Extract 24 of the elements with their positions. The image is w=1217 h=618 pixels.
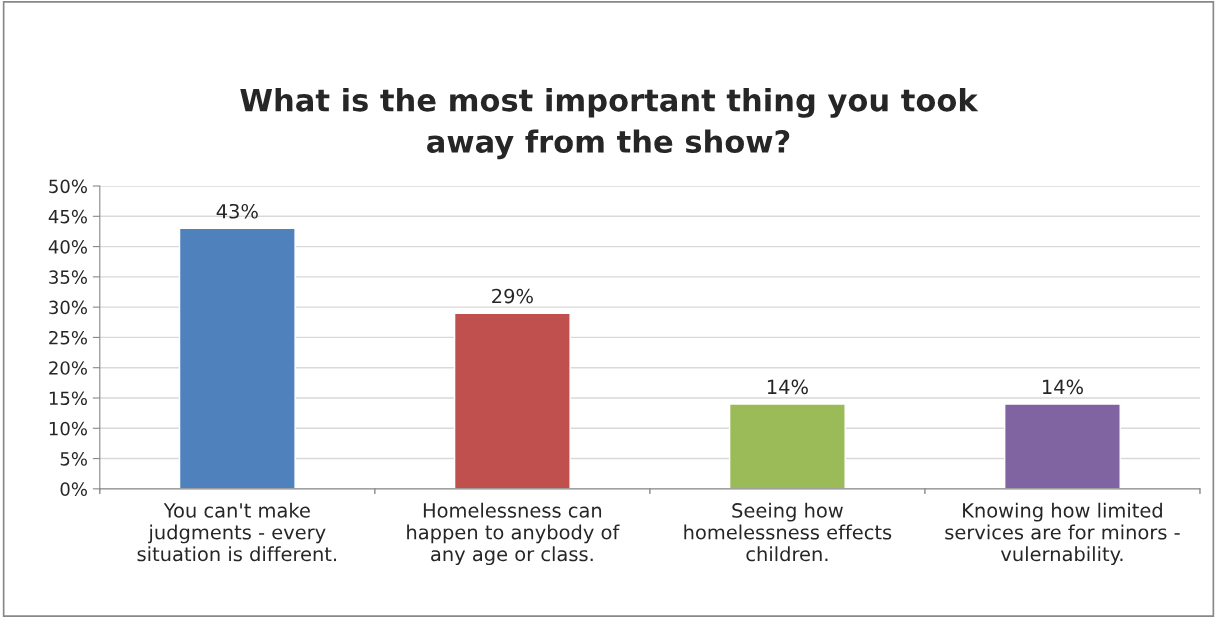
data-label: 14% <box>767 379 808 395</box>
x-tick-label: You can't make judgments - every situation is different. <box>137 502 337 562</box>
data-label: 29% <box>492 288 533 304</box>
data-label: 14% <box>1042 379 1083 395</box>
bar <box>178 227 296 489</box>
y-tick-label: 50% <box>49 179 87 194</box>
y-tick-label: 15% <box>49 391 87 406</box>
bar <box>453 312 571 489</box>
y-tick-label: 5% <box>60 452 87 466</box>
y-tick-label: 40% <box>48 240 87 254</box>
data-label: 43% <box>216 203 258 219</box>
y-tick-label: 35% <box>49 270 87 284</box>
chart-title: What is the most important thing you took away from the show? <box>240 87 979 160</box>
x-tick-label: Homelessness can happen to anybody of any age or class. <box>407 502 620 566</box>
y-tick-label: 25% <box>49 330 87 345</box>
bar <box>728 403 846 489</box>
x-tick-label: Seeing how homelessness effects children. <box>684 502 892 562</box>
y-tick-label: 0% <box>60 482 87 496</box>
bar <box>1003 403 1121 489</box>
y-tick-label: 20% <box>49 361 87 375</box>
y-tick-label: 45% <box>48 209 87 224</box>
x-tick-label: Knowing how limited services are for minors - vulernability. <box>945 502 1180 566</box>
y-tick-label: 10% <box>49 421 87 436</box>
y-tick-label: 30% <box>49 300 87 315</box>
